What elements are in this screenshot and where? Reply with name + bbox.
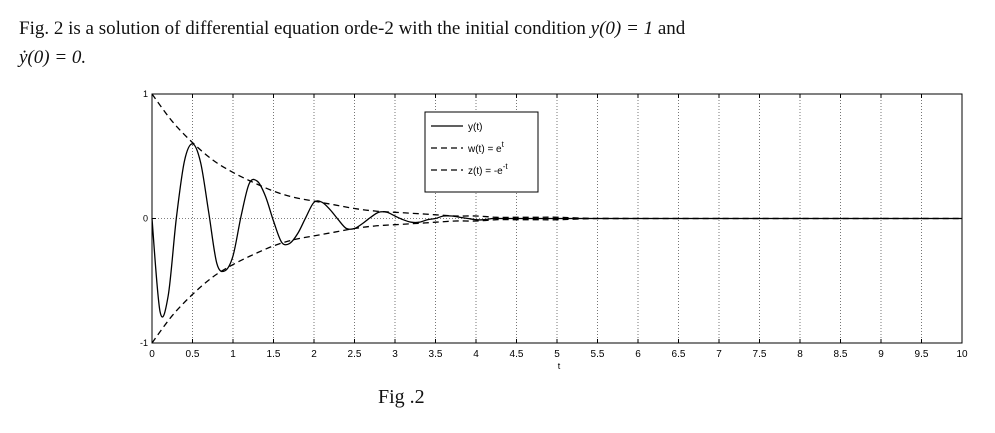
legend-label-superscript: -t xyxy=(503,162,509,171)
x-tick-label: 10 xyxy=(956,349,968,360)
x-tick-label: 3.5 xyxy=(429,349,443,360)
x-axis-label: t xyxy=(558,361,561,371)
legend-label: z(t) = -e-t xyxy=(468,162,508,177)
legend-box xyxy=(424,111,539,193)
x-tick-label: 5.5 xyxy=(591,349,605,360)
series-line-y xyxy=(151,143,962,318)
x-tick-label: 7.5 xyxy=(753,349,767,360)
y-tick-label: -1 xyxy=(140,338,148,348)
x-tick-label: 2.5 xyxy=(348,349,362,360)
legend-label: y(t) xyxy=(468,122,482,133)
legend-label-superscript: t xyxy=(502,140,505,149)
x-tick-label: 4.5 xyxy=(510,349,524,360)
axes: 0 0.5 1 1.5 2 2.5 3 3.5 4 4.5 5 5.5 6 6.5 7 7.5 8 8.5 9 9.5… xyxy=(140,89,968,371)
x-tick-label: 4 xyxy=(473,349,479,360)
legend-label: w(t) = et xyxy=(467,140,505,155)
x-tick-label: 8.5 xyxy=(834,349,848,360)
initial-condition-ydot: ẏ(0) = 0. xyxy=(19,47,87,68)
x-tick-label: 2 xyxy=(311,349,317,360)
intro-sentence: Fig. 2 is a solution of differential equ… xyxy=(19,18,591,39)
x-tick-label: 1.5 xyxy=(267,349,281,360)
x-tick-label: 8 xyxy=(797,349,803,360)
x-tick-label: 6.5 xyxy=(672,349,686,360)
figure-caption: Fig .2 xyxy=(378,386,425,408)
x-tick-label: 1 xyxy=(230,349,236,360)
series-line-w xyxy=(151,93,962,220)
legend: y(t) w(t) = et z(t) = -e-t xyxy=(424,111,539,193)
x-tick-label: 0 xyxy=(149,349,155,360)
x-tick-label: 0.5 xyxy=(186,349,200,360)
x-tick-label: 7 xyxy=(716,349,722,360)
intro-text: Fig. 2 is a solution of differential equ… xyxy=(19,14,979,72)
initial-condition-y: y(0) = 1 xyxy=(590,18,654,39)
y-tick-label: 1 xyxy=(143,89,148,99)
x-tick-label: 9.5 xyxy=(915,349,929,360)
x-tick-label: 9 xyxy=(878,349,884,360)
series-line-z xyxy=(151,217,962,344)
x-tick-label: 3 xyxy=(392,349,398,360)
chart-series xyxy=(151,93,962,344)
x-tick-label: 6 xyxy=(635,349,641,360)
intro-and: and xyxy=(653,18,686,39)
x-tick-label: 5 xyxy=(554,349,560,360)
y-tick-label: 0 xyxy=(143,214,148,224)
